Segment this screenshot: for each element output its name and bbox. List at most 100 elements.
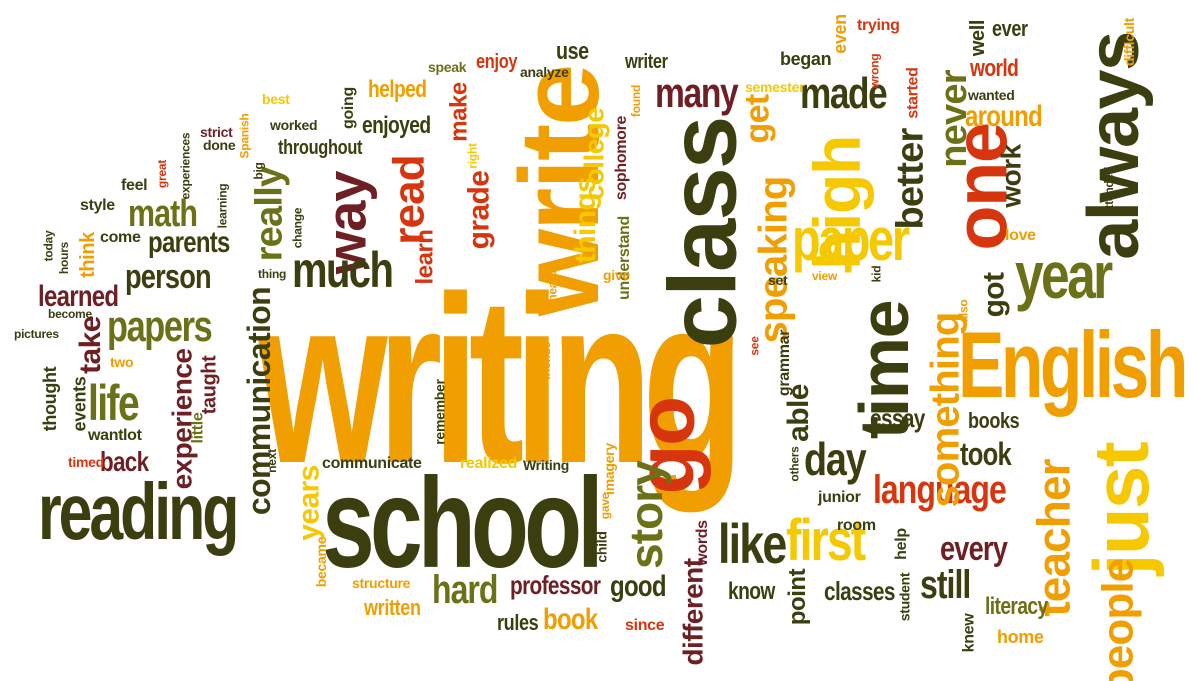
word-imagery: imagery	[600, 443, 617, 495]
word-started: started	[904, 67, 922, 119]
word-ap: AP	[426, 335, 441, 353]
word-essay: essay	[870, 403, 925, 433]
word-become: become	[48, 307, 92, 321]
word-view: view	[812, 269, 838, 283]
word-year: year	[1015, 238, 1113, 312]
word-semester: semester	[745, 79, 805, 95]
word-good: good	[610, 570, 666, 603]
word-thought: thought	[40, 366, 61, 432]
word-understand: understand	[615, 216, 633, 300]
word-grammar: grammar	[776, 329, 794, 397]
word-right: right	[465, 143, 480, 169]
word-change: change	[290, 207, 305, 249]
word-come: come	[100, 229, 141, 246]
word-pictures: pictures	[14, 327, 59, 341]
word-took: took	[960, 436, 1012, 472]
word-since: since	[625, 617, 665, 634]
word-parents: parents	[148, 226, 230, 259]
word-reading: reading	[38, 467, 239, 556]
word-learning: learning	[215, 183, 230, 229]
word-book: book	[543, 603, 598, 636]
word-life: life	[88, 375, 140, 431]
word-enjoyed: enjoyed	[362, 112, 431, 139]
word-take: take	[73, 316, 107, 374]
word-want: want	[88, 427, 124, 444]
word-set: set	[768, 272, 788, 288]
word-taught: taught	[198, 355, 221, 415]
word-school: school	[322, 452, 604, 595]
word-day: day	[804, 433, 867, 485]
word-world: world	[970, 55, 1019, 82]
word-child: child	[593, 531, 610, 563]
word-realized: realized	[460, 455, 518, 472]
word-writer: writer	[625, 51, 668, 73]
word-hard: hard	[432, 568, 498, 612]
word-little: little	[189, 412, 207, 444]
word-next: next	[264, 449, 279, 473]
word-junior: junior	[818, 489, 861, 506]
word-enjoy: enjoy	[476, 51, 518, 73]
word-became: became	[313, 536, 330, 588]
word-just: just	[1077, 442, 1166, 576]
word-see: see	[747, 336, 762, 356]
word-papers: papers	[107, 302, 213, 351]
word-help: help	[892, 528, 910, 560]
word-got: got	[977, 272, 1011, 318]
word-friends: friends	[539, 341, 554, 381]
word-still: still	[920, 563, 971, 607]
word-every: every	[940, 530, 1008, 568]
word-wrong: wrong	[867, 53, 882, 89]
word-wanted: wanted	[968, 87, 1015, 103]
word-student: student	[896, 572, 913, 622]
word-attended: attended	[1102, 166, 1117, 216]
word-professor: professor	[510, 570, 601, 600]
word-story: story	[619, 461, 672, 569]
word-better: better	[889, 128, 932, 230]
word-throughout: throughout	[278, 137, 363, 159]
word-writing-capital: Writing	[523, 457, 569, 473]
word-words: words	[693, 520, 711, 566]
word-timed: timed	[68, 454, 104, 470]
word-always: always	[1073, 32, 1154, 260]
word-get: get	[738, 94, 777, 144]
word-person: person	[125, 258, 212, 296]
word-college: college	[578, 107, 610, 201]
word-paper: paper	[792, 206, 910, 273]
word-two: two	[110, 354, 134, 370]
word-something: something	[923, 312, 968, 508]
word-began: began	[780, 49, 832, 69]
word-think: think	[76, 232, 99, 278]
word-communication: communication	[241, 286, 278, 516]
word-great: great	[155, 159, 170, 189]
word-best: best	[262, 91, 290, 107]
word-done: done	[203, 137, 236, 153]
word-sophomore: sophomore	[613, 115, 631, 201]
word-years: years	[292, 465, 326, 541]
word-know: know	[728, 578, 775, 605]
word-helped: helped	[368, 76, 427, 103]
word-learn: learn	[411, 229, 439, 285]
word-love: love	[1005, 227, 1036, 244]
word-strict: strict	[200, 124, 233, 140]
word-experiences: experiences	[178, 132, 193, 200]
word-home: home	[997, 627, 1044, 647]
word-language: language	[873, 468, 1007, 512]
word-knew: knew	[960, 613, 978, 653]
word-like: like	[718, 512, 787, 575]
word-remember: remember	[431, 379, 448, 445]
word-made: made	[800, 69, 888, 118]
word-rules: rules	[497, 610, 539, 635]
word-work: work	[995, 144, 1027, 208]
word-room: room	[837, 517, 876, 534]
word-events: events	[69, 376, 90, 432]
word-communicate: communicate	[322, 455, 422, 472]
word-speak: speak	[428, 59, 467, 75]
word-different: different	[677, 558, 709, 666]
word-point: point	[784, 568, 812, 626]
word-really: really	[248, 166, 291, 262]
word-also: also	[956, 299, 971, 323]
word-learned: learned	[38, 280, 119, 313]
word-style: style	[80, 197, 115, 214]
word-difficult: difficult	[1121, 17, 1138, 67]
